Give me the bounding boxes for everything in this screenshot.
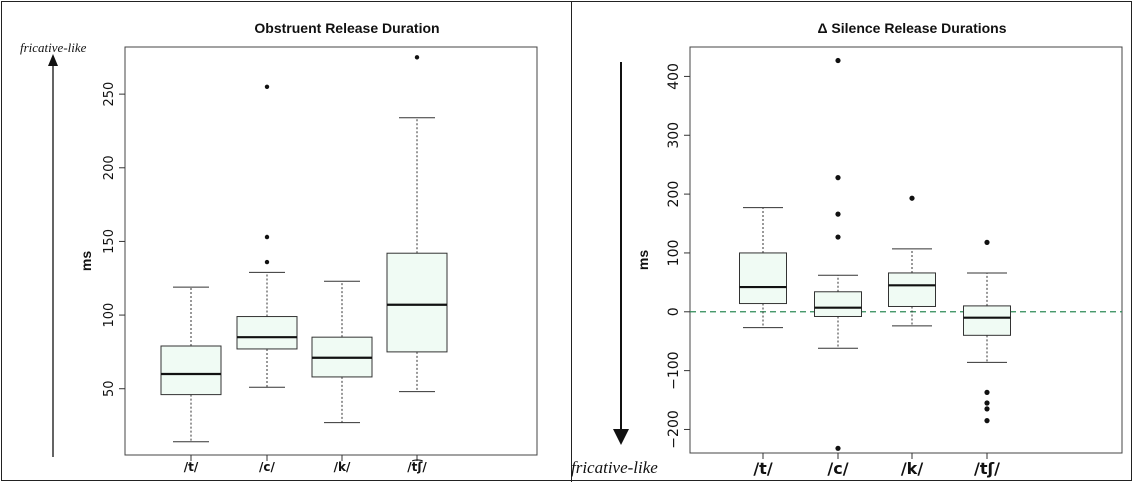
- right-box-2: [814, 57, 862, 451]
- right-chart-title: Δ Silence Release Durations: [817, 20, 1007, 36]
- right-box-1: [739, 207, 787, 329]
- left-iqr-box: [386, 252, 448, 353]
- left-y-axis-label: ms: [78, 251, 94, 271]
- left-outlier-point: [264, 259, 270, 265]
- left-x-tick-label: /c/: [259, 460, 275, 474]
- right-iqr-box: [739, 252, 787, 305]
- right-iqr-box: [888, 272, 936, 307]
- left-x-tick-label: /t͡ʃ/: [407, 459, 427, 474]
- left-fricative-arrow-head: [48, 54, 58, 66]
- right-outlier-point: [984, 418, 990, 424]
- right-iqr-box: [963, 305, 1011, 336]
- left-x-tick-label: /k/: [334, 460, 351, 474]
- left-iqr-box: [160, 345, 222, 396]
- right-x-tick-label: /c/: [827, 459, 848, 478]
- right-outlier-point: [835, 175, 841, 181]
- right-plot-area: [689, 46, 1123, 454]
- right-outlier-point: [984, 239, 990, 245]
- right-y-tick-label: 200: [666, 181, 682, 208]
- right-y-axis-label: ms: [635, 250, 651, 270]
- right-outlier-point: [835, 234, 841, 240]
- left-y-tick-label: 50: [102, 380, 117, 397]
- right-outlier-point: [984, 406, 990, 412]
- right-y-tick-label: −200: [666, 410, 682, 448]
- left-box-1: [160, 286, 222, 443]
- right-box-3: [888, 195, 936, 327]
- left-outlier-point: [264, 84, 270, 89]
- left-box-4: [386, 55, 448, 393]
- left-outlier-point: [264, 234, 270, 240]
- right-x-tick-label: /t/: [753, 459, 772, 478]
- left-box-3: [311, 280, 373, 424]
- right-y-tick-label: −100: [666, 351, 682, 389]
- right-y-tick-label: 0: [666, 307, 682, 316]
- right-x-tick-label: /tʃ/: [974, 459, 1000, 478]
- right-outlier-point: [835, 445, 841, 451]
- right-y-tick-label: 300: [666, 122, 682, 149]
- right-outlier-point: [984, 400, 990, 406]
- right-y-tick-label: 400: [666, 63, 682, 90]
- right-outlier-point: [835, 211, 841, 217]
- right-y-tick-label: 100: [666, 240, 682, 267]
- panel-divider: [571, 1, 572, 482]
- left-y-tick-label: 100: [102, 303, 117, 328]
- left-y-tick-label: 200: [102, 155, 117, 180]
- right-box-4: [963, 239, 1011, 424]
- left-iqr-box: [236, 316, 298, 350]
- right-outlier-point: [984, 389, 990, 395]
- right-outlier-point: [909, 195, 915, 201]
- left-fricative-like-label: fricative-like: [20, 40, 87, 55]
- right-fricative-arrow-head: [613, 429, 629, 445]
- right-iqr-box: [814, 291, 862, 317]
- left-y-tick-label: 150: [102, 229, 117, 254]
- left-box-2: [236, 84, 298, 388]
- left-chart-title: Obstruent Release Duration: [254, 20, 440, 36]
- right-outlier-point: [835, 57, 841, 64]
- left-plot-area: [124, 46, 538, 456]
- left-y-tick-label: 250: [102, 82, 117, 107]
- right-x-tick-label: /k/: [901, 459, 923, 478]
- right-fricative-like-label: fricative-like: [571, 458, 658, 477]
- left-outlier-point: [414, 55, 420, 60]
- left-x-tick-label: /t/: [184, 460, 199, 474]
